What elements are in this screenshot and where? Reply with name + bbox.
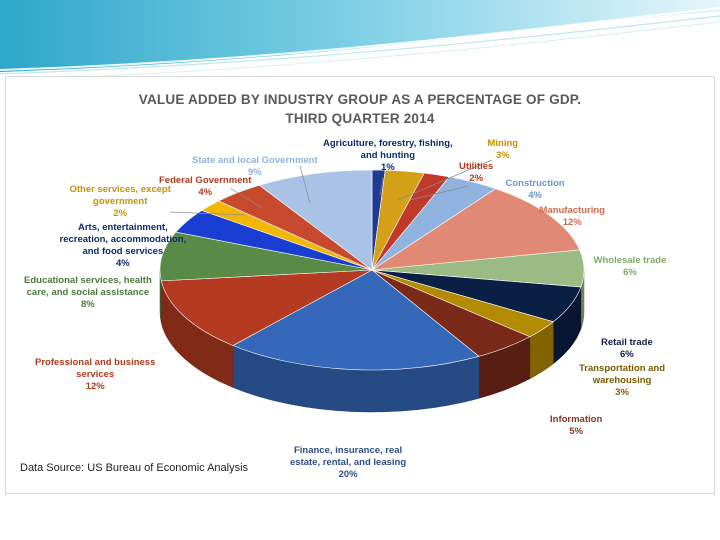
- slice-label: Information 5%: [550, 414, 602, 438]
- slice-label-text: Manufacturing: [539, 205, 605, 216]
- leader-line: [229, 187, 263, 209]
- pie-slice: [258, 169, 373, 271]
- slice-label: Mining 3%: [488, 138, 519, 162]
- slice-label-text: Agriculture, forestry, fishing,: [323, 138, 453, 149]
- slice-label-text: Educational services, health: [24, 275, 152, 286]
- slice-label: Transportation and warehousing 3%: [579, 363, 665, 399]
- slice-label: Utilities 2%: [459, 161, 493, 185]
- data-source-note: Data Source: US Bureau of Economic Analy…: [20, 462, 249, 474]
- slice-label: Federal Government 4%: [159, 175, 251, 199]
- slice-label-text: Information: [550, 414, 603, 425]
- slice-value-label: 4%: [528, 190, 542, 201]
- pie-slice: [160, 269, 373, 346]
- slice-label-text: Arts, entertainment,: [77, 222, 168, 233]
- slice-value-label: 5%: [569, 426, 583, 437]
- slice-label-text: care, and social assistance: [26, 287, 150, 298]
- slice-label-text: Transportation and: [579, 363, 666, 374]
- slice-label-text: Wholesale trade: [593, 255, 667, 266]
- slice-label: Other services, except government 2%: [70, 184, 171, 220]
- slice-label-text: government: [93, 196, 148, 207]
- slice-label: Manufacturing 12%: [540, 205, 605, 229]
- slice-label: Wholesale trade 6%: [594, 255, 667, 279]
- slice-label-text: services: [76, 369, 115, 380]
- slice-value-label: 9%: [247, 167, 262, 178]
- slice-label-text: and hunting: [360, 150, 416, 161]
- slice-value-label: 2%: [113, 208, 128, 219]
- leader-line: [299, 165, 311, 204]
- leader-line: [397, 159, 493, 201]
- leader-line: [409, 185, 469, 201]
- slice-value-label: 20%: [338, 469, 358, 480]
- slice-value-label: 1%: [380, 162, 395, 173]
- slice-label-text: Other services, except: [69, 184, 171, 195]
- slice-label-text: Federal Government: [159, 175, 252, 186]
- slice-label: Educational services, health care, and so…: [24, 275, 152, 311]
- slice-value-label: 12%: [85, 381, 105, 392]
- chart-subtitle: THIRD QUARTER 2014: [285, 111, 435, 126]
- slice-value-label: 2%: [469, 173, 484, 184]
- slice-label-text: warehousing: [592, 375, 652, 386]
- slice-label-text: Retail trade: [601, 337, 653, 348]
- slice-label: Professional and business services 12%: [35, 357, 155, 393]
- slice-label-text: Finance, insurance, real: [293, 445, 403, 456]
- slice-value-label: 12%: [562, 217, 582, 228]
- slice-label: Retail trade 6%: [601, 337, 653, 361]
- pie-slice: [371, 188, 581, 271]
- leader-line: [169, 211, 246, 216]
- slice-value-label: 3%: [495, 150, 510, 161]
- slice-label: Arts, entertainment, recreation, accommod…: [60, 222, 187, 270]
- slice-value-label: 8%: [81, 299, 95, 310]
- slide-header-swoosh: [0, 0, 720, 79]
- slice-value-label: 3%: [615, 387, 629, 398]
- chart-title: VALUE ADDED BY INDUSTRY GROUP AS A PERCE…: [138, 92, 582, 107]
- slice-label: State and local Government 9%: [192, 155, 318, 179]
- slice-label: Agriculture, forestry, fishing, and hunti…: [323, 138, 453, 174]
- slice-label-text: recreation, accommodation,: [59, 234, 187, 245]
- slice-label-text: Utilities: [459, 161, 494, 172]
- pie-slice: [159, 231, 373, 282]
- slice-label-text: Mining: [487, 138, 519, 149]
- slice-value-label: 6%: [620, 349, 634, 360]
- leader-line: [379, 177, 384, 196]
- slice-label-text: and food services: [82, 246, 164, 257]
- pie-slice: [232, 269, 480, 371]
- slice-label-text: estate, rental, and leasing: [290, 457, 407, 468]
- slice-label-text: Professional and business: [35, 357, 156, 368]
- slice-value-label: 4%: [115, 258, 130, 269]
- slice-value-label: 6%: [623, 267, 637, 278]
- slice-label: Finance, insurance, real estate, rental, …: [290, 445, 406, 481]
- slice-label-text: State and local Government: [192, 155, 318, 166]
- slice-label-text: Construction: [505, 178, 565, 189]
- slice-label: Construction 4%: [506, 178, 565, 202]
- slice-value-label: 4%: [198, 187, 213, 198]
